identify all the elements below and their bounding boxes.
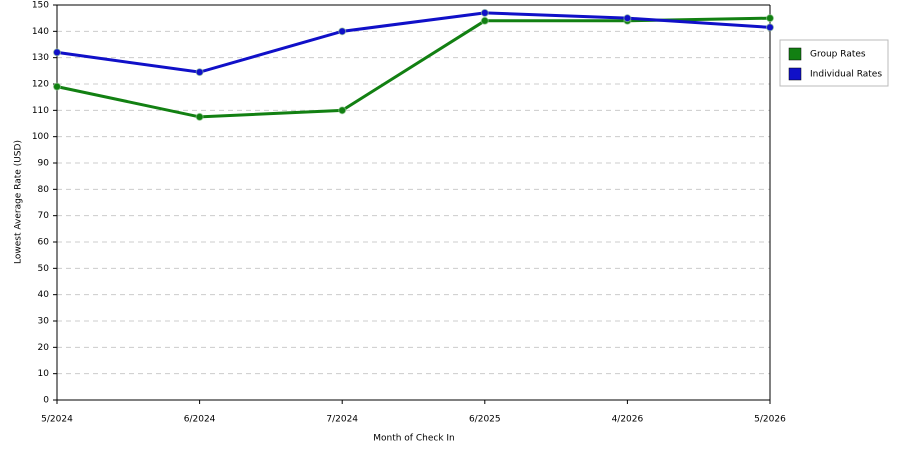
legend-swatch <box>788 67 802 81</box>
point <box>766 14 774 23</box>
point <box>195 112 204 121</box>
y-tick-label: 10 <box>38 369 50 379</box>
point <box>766 23 774 32</box>
y-tick-label: 130 <box>32 53 49 63</box>
point <box>623 14 632 23</box>
legend-swatch <box>788 47 802 61</box>
x-tick-label: 6/2025 <box>469 415 501 425</box>
x-tick-label: 4/2026 <box>612 415 644 425</box>
point <box>53 82 61 91</box>
y-tick-label: 120 <box>32 80 49 90</box>
y-tick-label: 80 <box>38 185 50 195</box>
y-tick-label: 50 <box>38 264 50 274</box>
x-tick-label: 5/2024 <box>41 415 73 425</box>
y-tick-label: 150 <box>32 1 49 11</box>
x-tick-label: 6/2024 <box>184 415 216 425</box>
point <box>53 48 61 57</box>
y-tick-label: 0 <box>43 396 49 406</box>
point <box>338 27 347 36</box>
y-tick-label: 70 <box>38 211 50 221</box>
y-tick-label: 110 <box>32 106 49 116</box>
x-tick-label: 5/2026 <box>754 415 786 425</box>
point <box>338 106 347 115</box>
point <box>480 16 489 25</box>
y-tick-label: 40 <box>38 290 50 300</box>
y-tick-label: 100 <box>32 132 49 142</box>
plot-area <box>57 5 770 400</box>
y-tick-label: 60 <box>38 238 50 248</box>
y-tick-label: 30 <box>38 317 50 327</box>
point <box>195 68 204 77</box>
legend-label: Individual Rates <box>810 70 882 80</box>
y-tick-label: 90 <box>38 159 50 169</box>
y-tick-label: 20 <box>38 343 50 353</box>
point <box>480 8 489 17</box>
series-line <box>56 11 771 74</box>
legend-label: Group Rates <box>810 50 866 60</box>
y-tick-label: 140 <box>32 27 49 37</box>
y-axis-label: Lowest Average Rate (USD) <box>14 140 24 264</box>
x-axis-label: Month of Check In <box>373 434 455 444</box>
x-tick-label: 7/2024 <box>326 415 358 425</box>
